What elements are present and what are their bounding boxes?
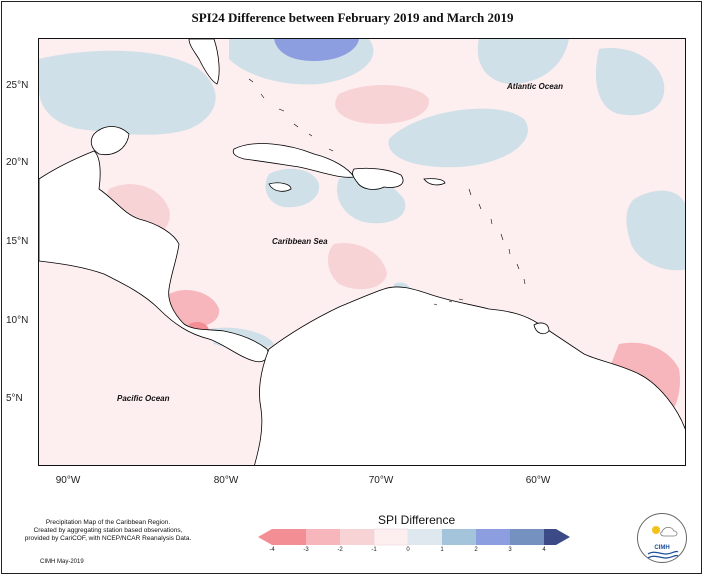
lat-tick-15n: 15°N — [6, 236, 29, 247]
florida — [188, 39, 220, 85]
lat-tick-20n: 20°N — [6, 157, 29, 168]
legend-title: SPI Difference — [378, 513, 456, 527]
legend-tick-0: 0 — [406, 547, 410, 553]
legend-swatch-8 — [510, 529, 544, 545]
map-panel: Atlantic Ocean Caribbean Sea Pacific Oce… — [38, 38, 686, 466]
lon-tick-90w: 90°W — [55, 475, 81, 486]
legend-colorbar — [258, 528, 570, 546]
credit-line-3: provided by CariCOF, with NCEP/NCAR Rean… — [24, 535, 192, 542]
small-islands — [248, 78, 526, 306]
anomaly-blue-atlantic-nw — [477, 39, 569, 84]
cimh-logo-text: CIMH — [654, 545, 670, 551]
map-canvas — [39, 39, 685, 465]
trinidad — [533, 322, 550, 335]
central-america — [39, 150, 269, 363]
cimh-logo: CIMH — [637, 513, 687, 563]
legend-tick-4: 4 — [542, 547, 546, 553]
anomaly-pink-caribbean-s — [327, 243, 387, 290]
legend-tick-m2: -2 — [337, 547, 343, 553]
lon-tick-70w: 70°W — [368, 475, 394, 486]
label-pacific-ocean: Pacific Ocean — [117, 394, 170, 403]
legend-tick-m4: -4 — [269, 547, 275, 553]
yucatan — [90, 126, 130, 156]
label-atlantic-ocean: Atlantic Ocean — [507, 82, 564, 91]
legend-swatch-9 — [544, 529, 556, 545]
anomaly-blue-atlantic-mid — [388, 108, 528, 168]
lat-tick-25n: 25°N — [6, 80, 29, 91]
legend-swatch-5 — [408, 529, 442, 545]
credit-text: Precipitation Map of the Caribbean Regio… — [18, 519, 198, 543]
anomaly-darkblue-north — [274, 39, 359, 61]
hispaniola — [352, 167, 404, 190]
anomaly-blue-cuba — [265, 168, 320, 208]
cimh-logo-icon — [647, 526, 679, 559]
map-title: SPI24 Difference between February 2019 a… — [191, 10, 514, 25]
anomaly-blue-atlantic-ne — [595, 48, 665, 116]
anomaly-pink-atlantic — [335, 84, 430, 124]
legend-swatch-1 — [272, 529, 306, 545]
legend-swatch-4 — [373, 528, 409, 546]
lon-tick-80w: 80°W — [213, 475, 239, 486]
lat-tick-10n: 10°N — [6, 315, 29, 326]
credit-date: CIMH May-2019 — [40, 559, 84, 565]
jamaica — [268, 182, 292, 192]
anomaly-pink-colombia — [165, 289, 220, 327]
legend-tick-m1: -1 — [371, 547, 377, 553]
legend-tick-3: 3 — [508, 547, 512, 553]
land-masses — [39, 39, 685, 465]
legend-swatch-2 — [306, 529, 340, 545]
legend-swatch-6 — [442, 529, 476, 545]
credit-line-2: Created by aggregating station based obs… — [33, 527, 183, 534]
legend-arrow-right — [556, 529, 570, 545]
legend-tick-2: 2 — [474, 547, 478, 553]
legend-swatch-3 — [340, 529, 374, 545]
south-america — [254, 286, 685, 465]
anomaly-blue-gulf — [39, 50, 216, 135]
lat-tick-5n: 5°N — [6, 393, 23, 404]
label-caribbean-sea: Caribbean Sea — [272, 237, 328, 246]
anomaly-blue-east — [626, 190, 685, 271]
puerto-rico — [423, 178, 446, 186]
cuba — [232, 143, 355, 178]
lon-tick-60w: 60°W — [525, 475, 551, 486]
legend-tick-m3: -3 — [303, 547, 309, 553]
legend-swatch-7 — [476, 529, 510, 545]
legend-tick-1: 1 — [440, 547, 444, 553]
legend-arrow-left — [258, 529, 272, 545]
credit-line-1: Precipitation Map of the Caribbean Regio… — [45, 519, 171, 526]
